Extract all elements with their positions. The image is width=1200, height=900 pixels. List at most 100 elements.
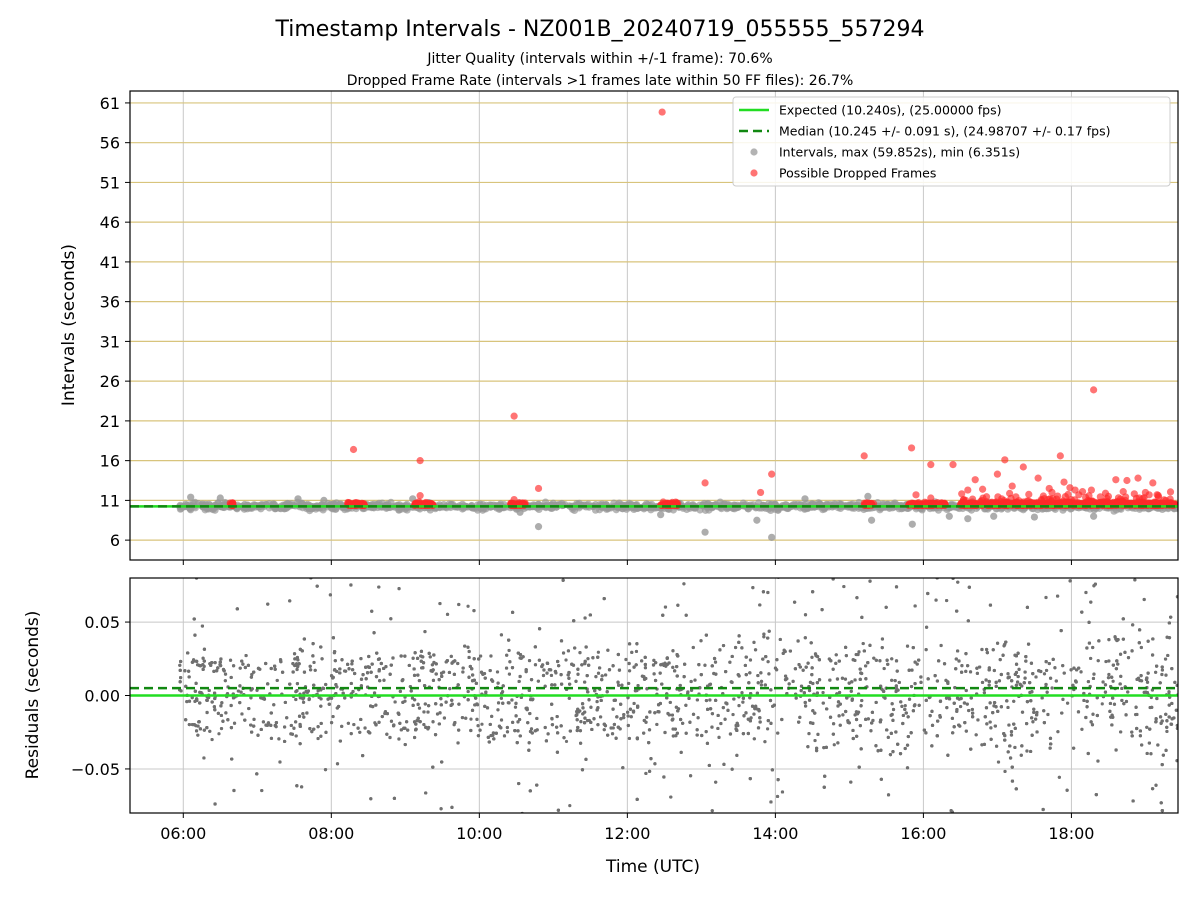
dropped-frame-point [416, 457, 424, 465]
residual-point [845, 814, 848, 817]
residual-point [243, 813, 246, 816]
residual-point [1133, 573, 1136, 576]
intervals-y-tick-label: 6 [110, 531, 120, 550]
dropped-frame-point [949, 461, 957, 469]
interval-outlier-point [657, 511, 665, 519]
residuals-y-tick-label: −0.05 [71, 760, 120, 779]
dropped-frame-point [979, 485, 987, 493]
residual-point [217, 732, 221, 736]
dropped-frame-point [971, 476, 979, 484]
dropped-frame-point [1154, 491, 1162, 500]
intervals-y-tick-label: 21 [100, 412, 120, 431]
residual-point [1042, 574, 1045, 577]
residuals-x-tick-label: 16:00 [900, 824, 946, 843]
intervals-y-tick-label: 51 [100, 173, 120, 192]
residual-point [469, 717, 473, 721]
dropped-frame-point [927, 461, 935, 469]
intervals-y-tick-label: 36 [100, 293, 120, 312]
dropped-frame-point [1145, 491, 1153, 499]
dropped-frame-point [1166, 495, 1174, 503]
dropped-frame-point [1087, 486, 1096, 494]
dropped-frame-point [1060, 478, 1068, 486]
dropped-frame-point [534, 484, 543, 493]
interval-point [774, 506, 782, 514]
residual-point [656, 819, 659, 822]
interval-outlier-point [801, 495, 809, 503]
residual-point [915, 575, 918, 578]
dropped-frame-point [345, 499, 353, 507]
dropped-frame-point [1166, 488, 1175, 496]
residuals-x-tick-label: 10:00 [456, 824, 502, 843]
residuals-x-tick-label: 18:00 [1048, 824, 1094, 843]
residual-point [1166, 571, 1169, 574]
interval-outlier-point [320, 496, 328, 504]
dropped-frame-point [1064, 490, 1072, 499]
dropped-frame-point [1014, 499, 1022, 507]
residual-point [629, 573, 632, 576]
dropped-frame-point [1160, 496, 1168, 504]
dropped-frame-point [1135, 494, 1143, 502]
dropped-frame-point [1003, 499, 1011, 507]
dropped-frame-point [658, 108, 666, 116]
dropped-frame-point [1071, 496, 1079, 504]
residuals-x-tick-label: 14:00 [752, 824, 798, 843]
dropped-frame-point [756, 488, 765, 497]
dropped-frame-point [1130, 490, 1138, 498]
intervals-y-tick-label: 61 [100, 94, 120, 113]
dropped-frame-point [352, 499, 361, 507]
residual-point [906, 816, 909, 819]
dropped-frame-point [1078, 488, 1087, 496]
dropped-frame-point [964, 486, 972, 494]
dropped-frame-point [1149, 479, 1157, 487]
dropped-frame-point [927, 494, 935, 502]
dropped-frame-point [1085, 498, 1093, 506]
residual-point [596, 650, 600, 654]
residual-point [662, 573, 665, 576]
interval-outlier-point [990, 512, 998, 520]
intervals-y-tick-label: 31 [100, 332, 120, 351]
residual-point [564, 658, 568, 662]
dropped-frame-point [998, 495, 1006, 503]
interval-outlier-point [945, 512, 953, 520]
residual-point [1062, 569, 1065, 572]
dropped-frame-point [510, 495, 518, 504]
residual-point [598, 574, 601, 577]
residuals-x-tick-label: 06:00 [160, 824, 206, 843]
residuals-y-tick-label: 0.00 [84, 687, 120, 706]
intervals-y-tick-label: 46 [100, 213, 120, 232]
residual-point [1162, 574, 1165, 577]
residual-point [509, 818, 512, 821]
dropped-frame-point [912, 491, 920, 499]
dropped-frame-point [1119, 488, 1127, 496]
residual-point [564, 739, 569, 744]
interval-outlier-point [701, 528, 709, 536]
interval-point [696, 506, 704, 514]
interval-point [395, 506, 403, 514]
dropped-frame-point [993, 470, 1002, 478]
residual-point [480, 722, 484, 726]
dropped-frame-point [958, 490, 966, 498]
dropped-frame-point [1034, 474, 1042, 482]
residual-point [662, 573, 665, 576]
dropped-frame-point [988, 498, 996, 506]
dropped-frame-point [1039, 492, 1047, 500]
residual-point [426, 818, 429, 821]
interval-outlier-point [187, 493, 195, 501]
dropped-frame-point [1008, 482, 1016, 490]
residuals-panel: 06:00 08:00 10:00 12:00 14:00 16:00 18:00−0.05… [71, 569, 1179, 843]
dropped-frame-point [1134, 474, 1142, 482]
residual-point [629, 573, 632, 576]
residual-point [209, 572, 212, 575]
dropped-frame-point [416, 492, 424, 500]
dropped-frame-point [1123, 476, 1131, 485]
intervals-y-tick-label: 41 [100, 253, 120, 272]
residual-point [1053, 816, 1056, 819]
interval-outlier-point [516, 508, 524, 516]
residual-point [466, 604, 470, 608]
residual-point [766, 727, 770, 731]
residual-point [1100, 702, 1104, 706]
dropped-frame-point [1085, 492, 1093, 500]
dropped-frame-point [982, 493, 991, 501]
